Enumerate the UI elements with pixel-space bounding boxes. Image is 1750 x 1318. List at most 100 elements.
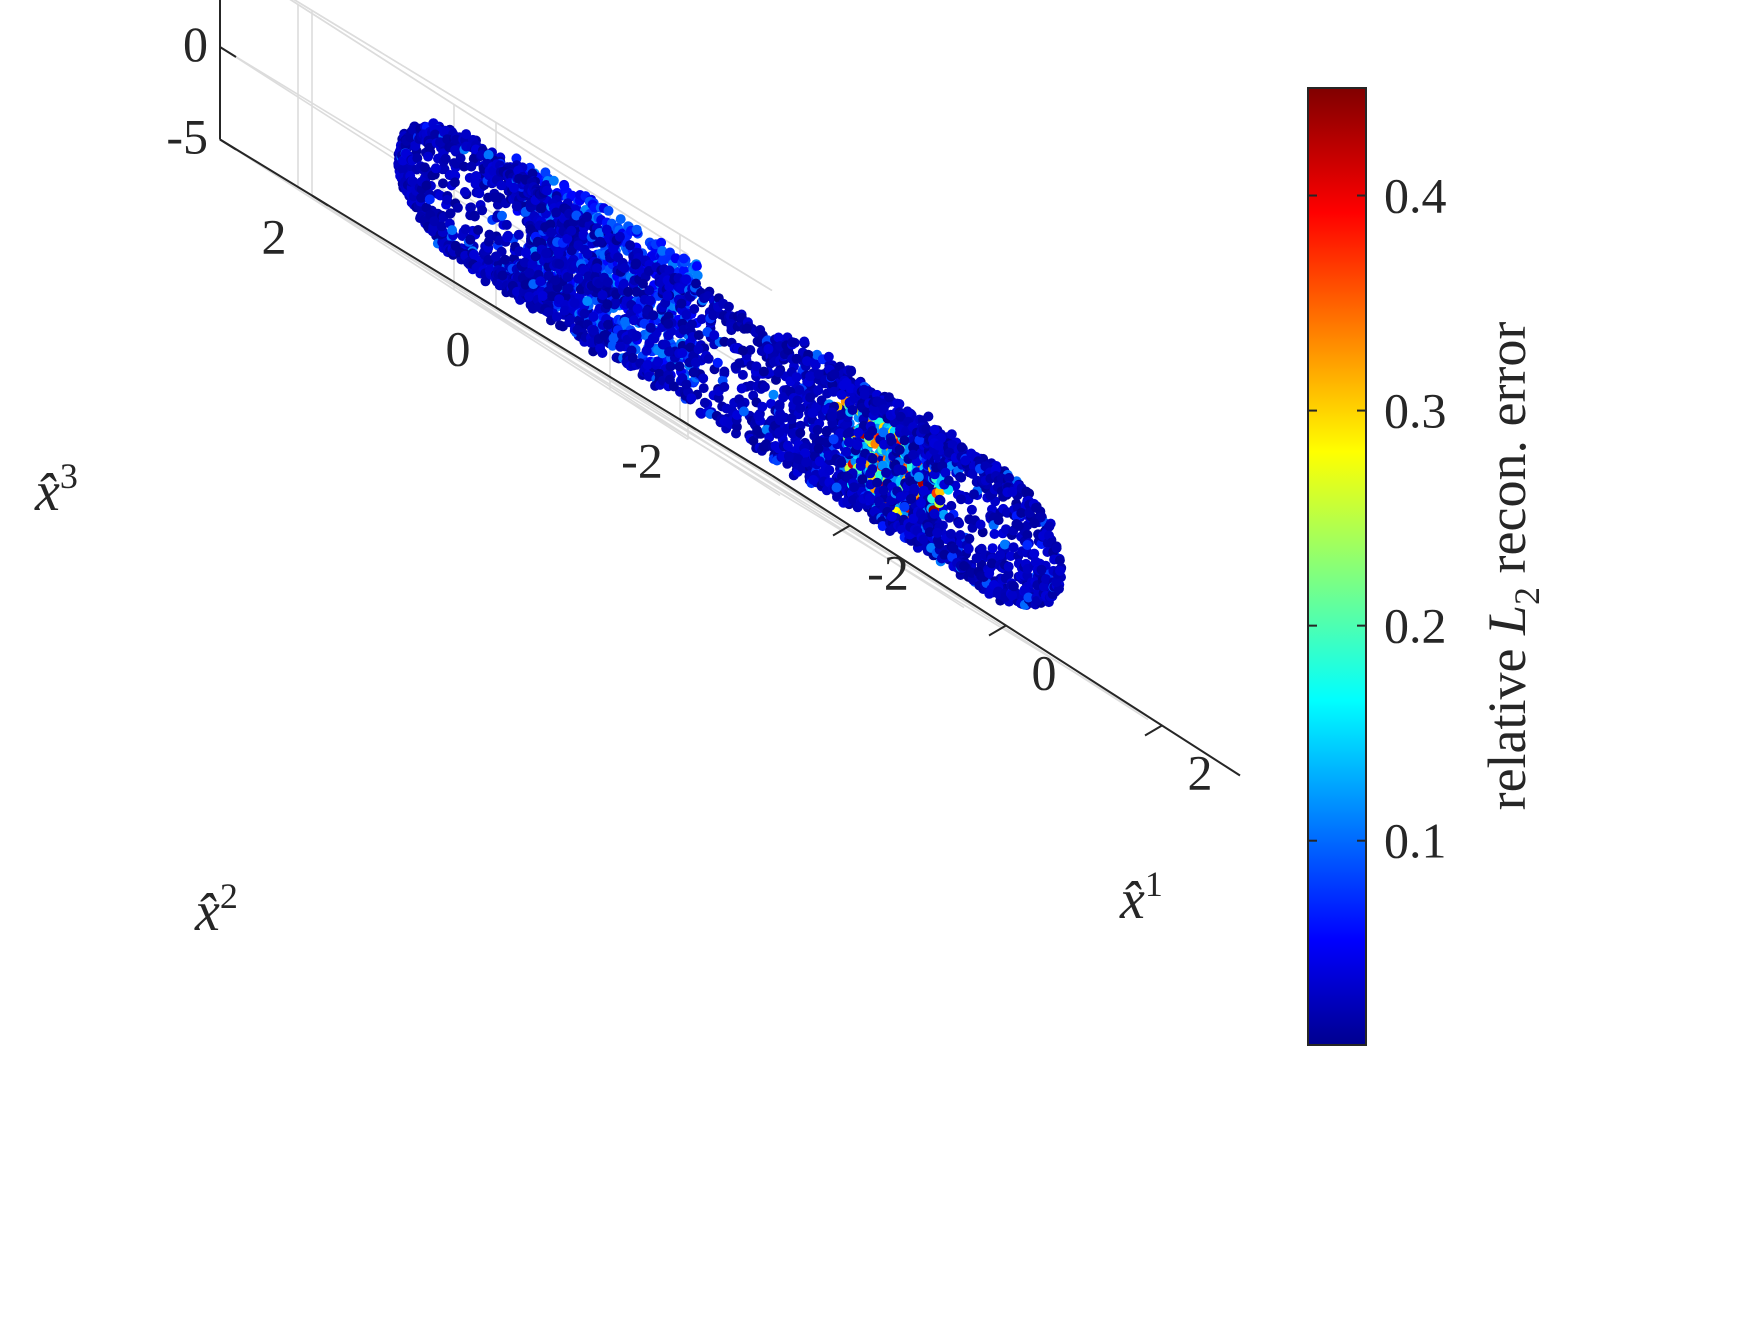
x3-tick bbox=[219, 138, 237, 151]
x2-tick-label: -2 bbox=[621, 433, 663, 489]
data-point bbox=[967, 468, 978, 479]
data-point bbox=[698, 383, 709, 394]
data-point bbox=[1030, 556, 1041, 567]
data-point bbox=[828, 434, 839, 445]
data-point bbox=[1003, 569, 1014, 580]
colorbar-gradient bbox=[1307, 87, 1367, 1046]
data-point bbox=[778, 392, 789, 403]
data-point bbox=[486, 231, 496, 242]
data-point bbox=[490, 251, 501, 262]
x3-tick bbox=[219, 46, 237, 58]
data-point bbox=[787, 428, 798, 439]
data-point bbox=[1007, 486, 1018, 497]
data-point bbox=[934, 538, 945, 549]
data-point bbox=[867, 426, 878, 436]
data-point bbox=[939, 549, 950, 560]
data-point bbox=[691, 278, 701, 289]
data-point bbox=[737, 345, 748, 356]
data-point bbox=[878, 404, 889, 415]
data-point bbox=[657, 245, 668, 256]
data-point bbox=[676, 283, 686, 294]
data-point bbox=[573, 273, 584, 284]
data-point bbox=[1022, 540, 1033, 550]
data-point bbox=[545, 219, 556, 230]
data-point bbox=[946, 500, 957, 511]
data-point bbox=[954, 518, 965, 529]
data-point bbox=[610, 297, 621, 308]
data-point bbox=[559, 305, 570, 316]
data-point bbox=[964, 533, 975, 544]
data-point bbox=[989, 529, 1000, 539]
data-point bbox=[540, 167, 551, 178]
data-point bbox=[480, 276, 491, 287]
axes: -202-202-505 bbox=[166, 0, 1241, 801]
x2-tick-label: 0 bbox=[446, 321, 471, 377]
data-point bbox=[530, 251, 541, 262]
data-point bbox=[745, 345, 756, 355]
data-point bbox=[703, 353, 714, 364]
data-point bbox=[595, 236, 605, 247]
data-point bbox=[423, 151, 434, 162]
data-point bbox=[786, 414, 797, 425]
data-point bbox=[597, 290, 608, 301]
data-point bbox=[459, 161, 470, 172]
grid-line bbox=[219, 138, 689, 441]
colorbar-tick-label: 0.4 bbox=[1384, 168, 1447, 224]
data-point bbox=[438, 178, 448, 189]
data-point bbox=[524, 267, 535, 278]
data-point bbox=[582, 211, 592, 222]
data-point bbox=[412, 153, 423, 164]
data-point bbox=[664, 346, 674, 357]
grid-edge bbox=[293, 0, 773, 292]
data-point bbox=[656, 237, 667, 248]
data-point bbox=[509, 182, 519, 193]
data-point bbox=[501, 219, 512, 230]
data-point bbox=[1055, 565, 1065, 576]
data-point bbox=[582, 296, 593, 307]
data-point bbox=[466, 202, 476, 213]
data-point bbox=[857, 474, 868, 485]
data-point bbox=[918, 534, 929, 545]
data-point bbox=[944, 512, 955, 523]
data-point bbox=[450, 145, 460, 156]
data-point bbox=[846, 366, 857, 377]
data-point bbox=[548, 175, 559, 186]
data-point bbox=[578, 230, 589, 241]
data-point bbox=[537, 291, 548, 301]
data-point bbox=[792, 395, 803, 406]
data-point bbox=[758, 366, 769, 377]
data-point bbox=[986, 558, 997, 569]
data-point bbox=[460, 224, 471, 235]
data-point bbox=[519, 257, 530, 268]
data-point bbox=[886, 511, 897, 522]
data-points bbox=[393, 118, 1067, 610]
x2-tick bbox=[311, 194, 329, 207]
data-point bbox=[699, 397, 710, 408]
data-point bbox=[847, 405, 858, 415]
data-point bbox=[802, 356, 812, 367]
data-point bbox=[1024, 488, 1035, 499]
data-point bbox=[1008, 542, 1019, 553]
data-point bbox=[995, 549, 1006, 560]
data-point bbox=[442, 195, 453, 205]
data-point bbox=[500, 254, 511, 265]
x3-tick-label: 0 bbox=[183, 16, 208, 72]
data-point bbox=[461, 129, 472, 140]
data-point bbox=[906, 493, 916, 504]
data-point bbox=[607, 340, 618, 351]
axis-label-x3: x̂3 bbox=[34, 456, 78, 523]
data-point bbox=[1044, 521, 1055, 532]
data-point bbox=[924, 527, 935, 538]
data-point bbox=[712, 357, 723, 368]
axis-label-x2: x̂2 bbox=[194, 876, 238, 943]
data-point bbox=[966, 504, 977, 515]
data-point bbox=[466, 161, 477, 172]
data-point bbox=[793, 454, 804, 465]
data-point bbox=[773, 332, 784, 343]
data-point bbox=[579, 308, 590, 319]
data-point bbox=[527, 168, 538, 179]
data-point bbox=[899, 435, 910, 446]
data-point bbox=[631, 224, 642, 235]
data-point bbox=[845, 427, 856, 438]
